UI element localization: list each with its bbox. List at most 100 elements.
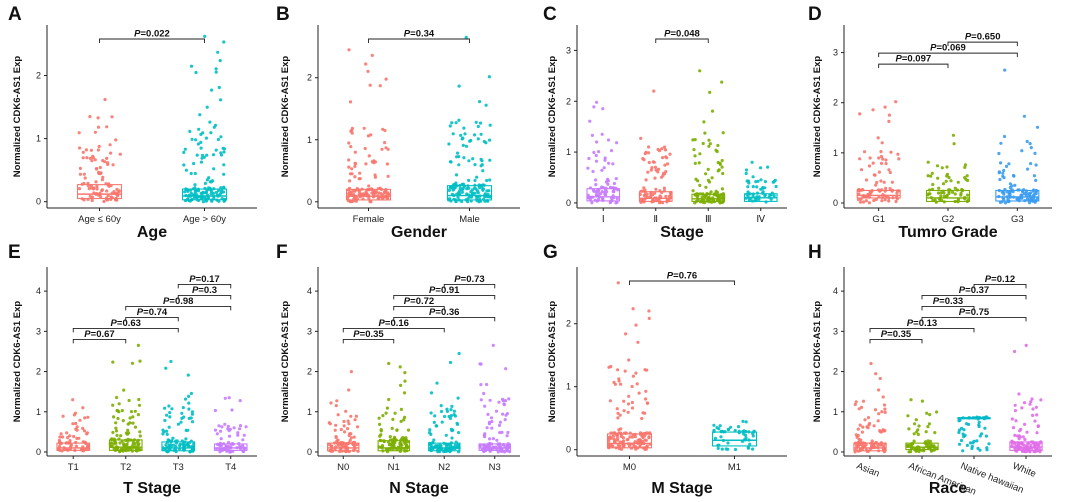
data-point — [386, 191, 390, 195]
data-point — [487, 189, 491, 193]
data-point — [619, 447, 624, 451]
data-point — [471, 157, 475, 161]
scatter-points — [161, 359, 196, 454]
data-point — [894, 199, 898, 204]
data-point — [631, 374, 636, 378]
data-point — [959, 438, 964, 443]
data-point — [137, 403, 142, 407]
data-point — [82, 429, 87, 433]
data-point — [435, 424, 439, 428]
data-point — [867, 423, 871, 427]
data-point — [909, 398, 913, 402]
data-point — [763, 180, 768, 184]
data-point — [920, 399, 925, 403]
data-point — [216, 188, 221, 193]
data-point — [887, 113, 892, 117]
data-point — [328, 422, 332, 426]
data-point — [467, 178, 471, 182]
data-point — [609, 149, 614, 153]
data-point — [594, 193, 599, 197]
data-point — [1007, 162, 1011, 166]
p-value-label: P=0.74 — [137, 307, 168, 318]
data-point — [600, 185, 604, 189]
box — [108, 439, 143, 451]
data-point — [192, 161, 196, 166]
data-point — [72, 434, 76, 439]
bracket-line — [921, 316, 1027, 322]
data-point — [136, 413, 140, 417]
data-point — [733, 428, 737, 433]
p-value-label: P=0.75 — [959, 307, 990, 318]
data-point — [476, 189, 480, 193]
data-point — [729, 425, 733, 429]
bracket-line — [869, 327, 975, 333]
data-point — [183, 444, 187, 448]
data-point — [236, 431, 240, 435]
data-point — [244, 425, 248, 429]
data-point — [702, 120, 706, 124]
data-point — [651, 160, 655, 164]
data-point — [857, 407, 861, 411]
data-point — [879, 154, 884, 159]
data-point — [945, 194, 949, 198]
data-point — [592, 105, 596, 109]
bracket-line — [72, 327, 179, 333]
data-point — [88, 115, 92, 119]
data-point — [622, 399, 626, 403]
data-point — [85, 156, 89, 160]
data-point — [630, 435, 634, 439]
data-point — [744, 168, 749, 172]
data-point — [947, 175, 951, 180]
data-point — [772, 194, 776, 198]
data-point — [484, 141, 488, 145]
data-point — [1022, 443, 1026, 447]
data-point — [404, 443, 408, 448]
significance-bracket: P=0.33 — [921, 296, 975, 311]
data-point — [774, 184, 778, 189]
data-point — [1013, 433, 1017, 437]
p-value-label: P=0.33 — [933, 296, 963, 307]
y-tick-label: 3 — [566, 45, 571, 55]
data-point — [963, 165, 967, 169]
y-tick-label: 2 — [833, 367, 838, 377]
data-point — [970, 444, 974, 449]
y-tick-label: 1 — [36, 407, 41, 417]
data-point — [334, 435, 338, 439]
data-point — [461, 143, 465, 147]
data-point — [599, 192, 603, 196]
data-point — [616, 411, 620, 415]
data-point — [189, 64, 194, 68]
bracket-line — [878, 63, 949, 69]
data-point — [758, 166, 763, 170]
data-point — [381, 414, 385, 418]
data-point — [377, 416, 381, 420]
data-point — [855, 435, 859, 439]
data-point — [238, 427, 242, 431]
p-value-label: P=0.76 — [667, 271, 697, 282]
data-point — [1029, 443, 1033, 448]
data-point — [120, 409, 124, 413]
data-point — [196, 142, 200, 146]
data-point — [353, 161, 357, 165]
data-point — [1002, 176, 1006, 180]
data-point — [464, 35, 468, 40]
data-point — [956, 197, 961, 202]
data-point — [214, 190, 218, 195]
data-point — [365, 192, 369, 196]
data-point — [940, 166, 944, 170]
data-point — [1020, 406, 1024, 410]
data-point — [883, 410, 887, 414]
data-point — [941, 182, 946, 186]
data-point — [748, 442, 752, 446]
bracket-line — [368, 38, 470, 43]
data-point — [170, 407, 174, 411]
data-point — [949, 179, 953, 183]
data-point — [202, 191, 206, 195]
data-point — [193, 190, 197, 195]
box — [606, 433, 653, 449]
data-point — [606, 138, 611, 142]
data-point — [358, 171, 362, 175]
data-point — [489, 416, 494, 420]
scatter-points — [957, 415, 991, 453]
